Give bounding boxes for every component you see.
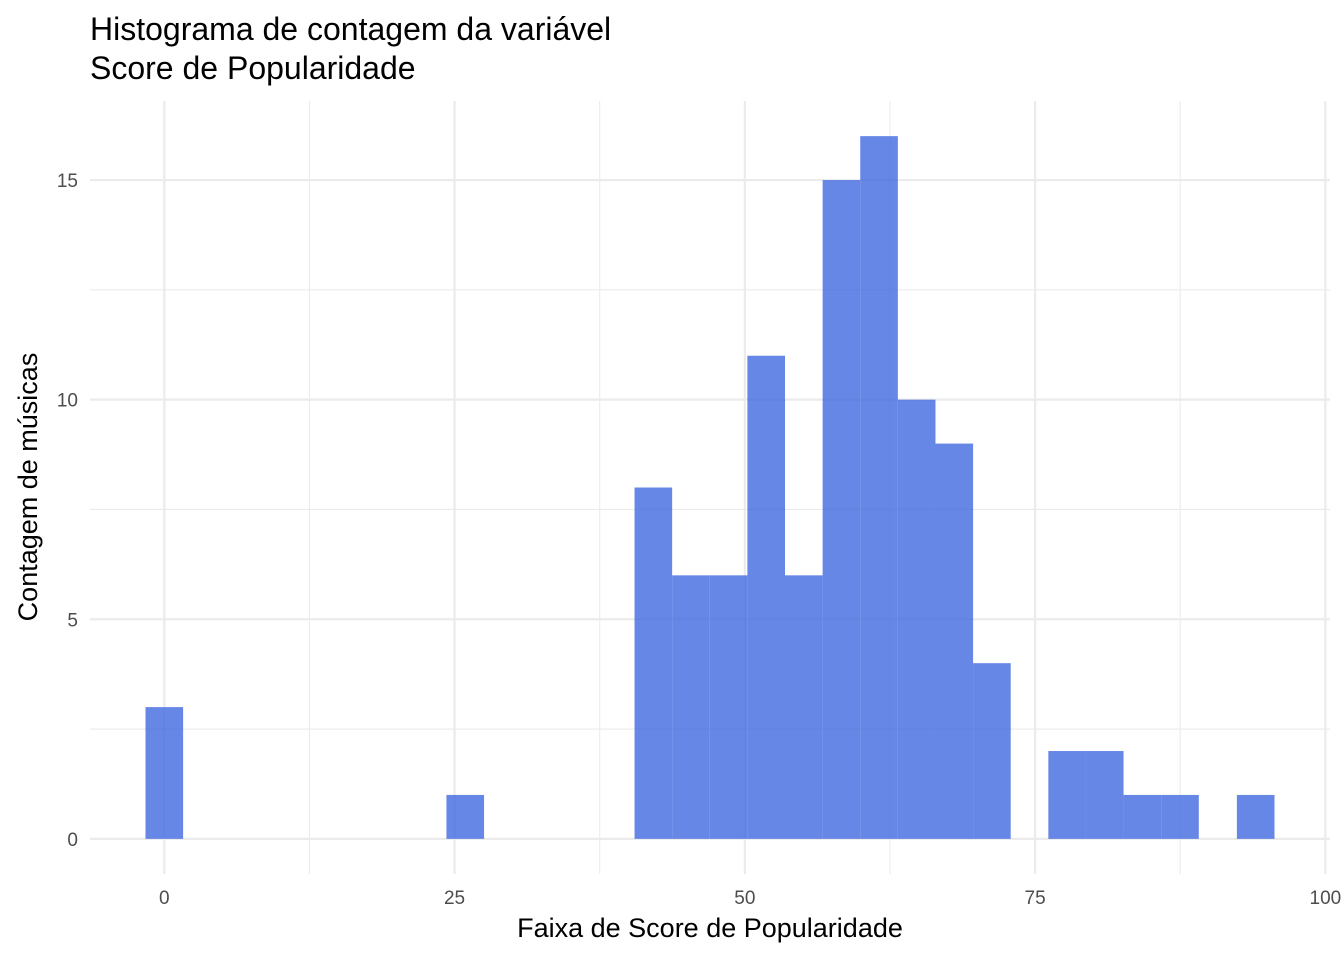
- histogram-bar: [1123, 794, 1162, 839]
- chart-subtitle: Score de Popularidade: [90, 50, 416, 86]
- histogram-bar: [1085, 751, 1124, 839]
- histogram-bar: [1236, 794, 1275, 839]
- x-tick-label: 100: [1310, 888, 1342, 909]
- histogram-bar: [747, 355, 786, 839]
- x-tick-label: 25: [444, 888, 465, 909]
- histogram-bar: [672, 575, 710, 839]
- x-tick-label: 75: [1025, 888, 1046, 909]
- histogram-bar: [1161, 794, 1199, 839]
- chart-title: Histograma de contagem da variável: [90, 11, 611, 47]
- histogram-bar: [709, 575, 748, 839]
- histogram-bar: [145, 707, 184, 839]
- y-tick-label: 0: [67, 830, 78, 851]
- histogram-bar: [785, 575, 823, 839]
- x-tick-label: 50: [734, 888, 755, 909]
- y-tick-label: 15: [57, 171, 78, 192]
- bars-layer: [145, 136, 1275, 839]
- x-axis-title: Faixa de Score de Popularidade: [517, 913, 903, 943]
- histogram-bar: [935, 443, 974, 839]
- histogram-bar: [634, 487, 673, 839]
- histogram-bar: [446, 794, 485, 839]
- tick-labels-layer: 0 25 50 75 100 0 5 10 15: [57, 171, 1341, 909]
- histogram-bar: [1048, 751, 1086, 839]
- x-tick-label: 0: [159, 888, 170, 909]
- histogram-bar: [822, 180, 861, 839]
- histogram-bar: [860, 136, 898, 839]
- histogram-bar: [897, 399, 936, 839]
- y-tick-label: 5: [67, 610, 78, 631]
- y-axis-title: Contagem de músicas: [13, 353, 43, 622]
- y-tick-label: 10: [57, 391, 78, 412]
- histogram-bar: [973, 663, 1011, 839]
